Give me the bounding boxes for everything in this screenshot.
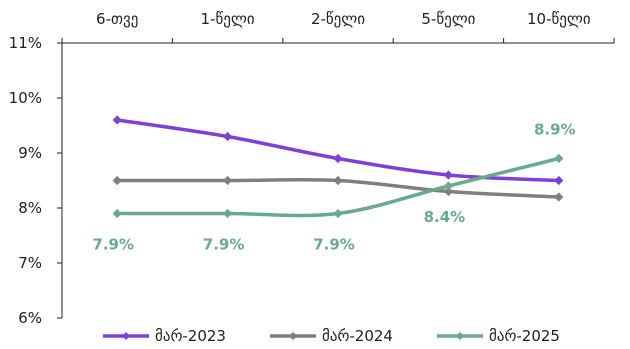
data-point — [223, 131, 233, 142]
data-point — [112, 115, 122, 125]
data-point — [223, 175, 233, 186]
data-point — [443, 181, 453, 191]
y-tick-label: 9% — [18, 144, 42, 162]
data-label: 7.9% — [313, 236, 355, 254]
data-point — [554, 153, 564, 164]
data-point — [443, 186, 453, 197]
series-2 — [112, 175, 564, 202]
x-category-label: 10-წელი — [527, 10, 591, 28]
legend-item-1: მარ-2023 — [103, 327, 226, 345]
y-tick-label: 11% — [9, 34, 42, 52]
legend-marker — [122, 332, 130, 340]
data-point — [333, 175, 343, 186]
series-area — [112, 115, 564, 219]
legend-item-3: მარ-2025 — [437, 327, 560, 345]
legend-marker — [456, 332, 464, 340]
data-point — [112, 175, 122, 186]
series-line — [117, 156, 560, 218]
legend-label: მარ-2025 — [489, 327, 560, 345]
data-point — [554, 175, 564, 186]
x-category-label: 2-წელი — [311, 10, 365, 28]
y-axis: 6% 7% 8% 9% 10% 11% — [9, 34, 63, 327]
x-category-label: 6-თვე — [96, 10, 138, 28]
data-point — [333, 153, 343, 164]
legend-item-2: მარ-2024 — [270, 327, 393, 345]
data-label: 8.4% — [424, 208, 466, 226]
data-point — [443, 170, 453, 180]
legend-label: მარ-2023 — [155, 327, 226, 345]
data-point — [223, 208, 233, 219]
legend-marker — [289, 332, 297, 340]
data-point — [112, 208, 122, 219]
y-tick-label: 7% — [18, 254, 42, 272]
data-label: 7.9% — [203, 236, 245, 254]
y-tick-label: 10% — [9, 89, 42, 107]
series-3 — [112, 153, 564, 219]
data-labels: 7.9% 7.9% 7.9% 8.4% 8.9% — [92, 121, 575, 254]
legend-label: მარ-2024 — [322, 327, 393, 345]
data-label: 8.9% — [534, 121, 576, 139]
series-line — [116, 118, 559, 183]
data-point — [333, 208, 343, 219]
data-point — [554, 192, 564, 202]
y-tick-label: 6% — [18, 309, 42, 327]
x-axis: 6-თვე 1-წელი 2-წელი 5-წელი 10-წელი — [61, 10, 615, 44]
x-category-label: 5-წელი — [421, 10, 475, 28]
x-category-label: 1-წელი — [201, 10, 255, 28]
y-tick-label: 8% — [18, 199, 42, 217]
data-label: 7.9% — [92, 236, 134, 254]
legend: მარ-2023 მარ-2024 მარ-2025 — [103, 327, 560, 345]
